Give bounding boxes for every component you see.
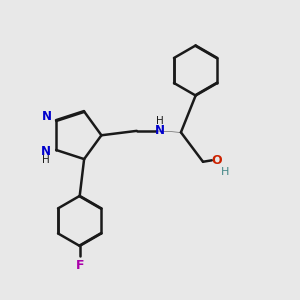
Text: H: H	[155, 116, 163, 126]
Text: N: N	[41, 145, 51, 158]
Text: H: H	[221, 167, 229, 177]
Text: N: N	[154, 124, 164, 137]
Text: F: F	[76, 259, 84, 272]
Text: N: N	[42, 110, 52, 123]
Text: O: O	[211, 154, 222, 167]
Text: H: H	[42, 155, 50, 165]
